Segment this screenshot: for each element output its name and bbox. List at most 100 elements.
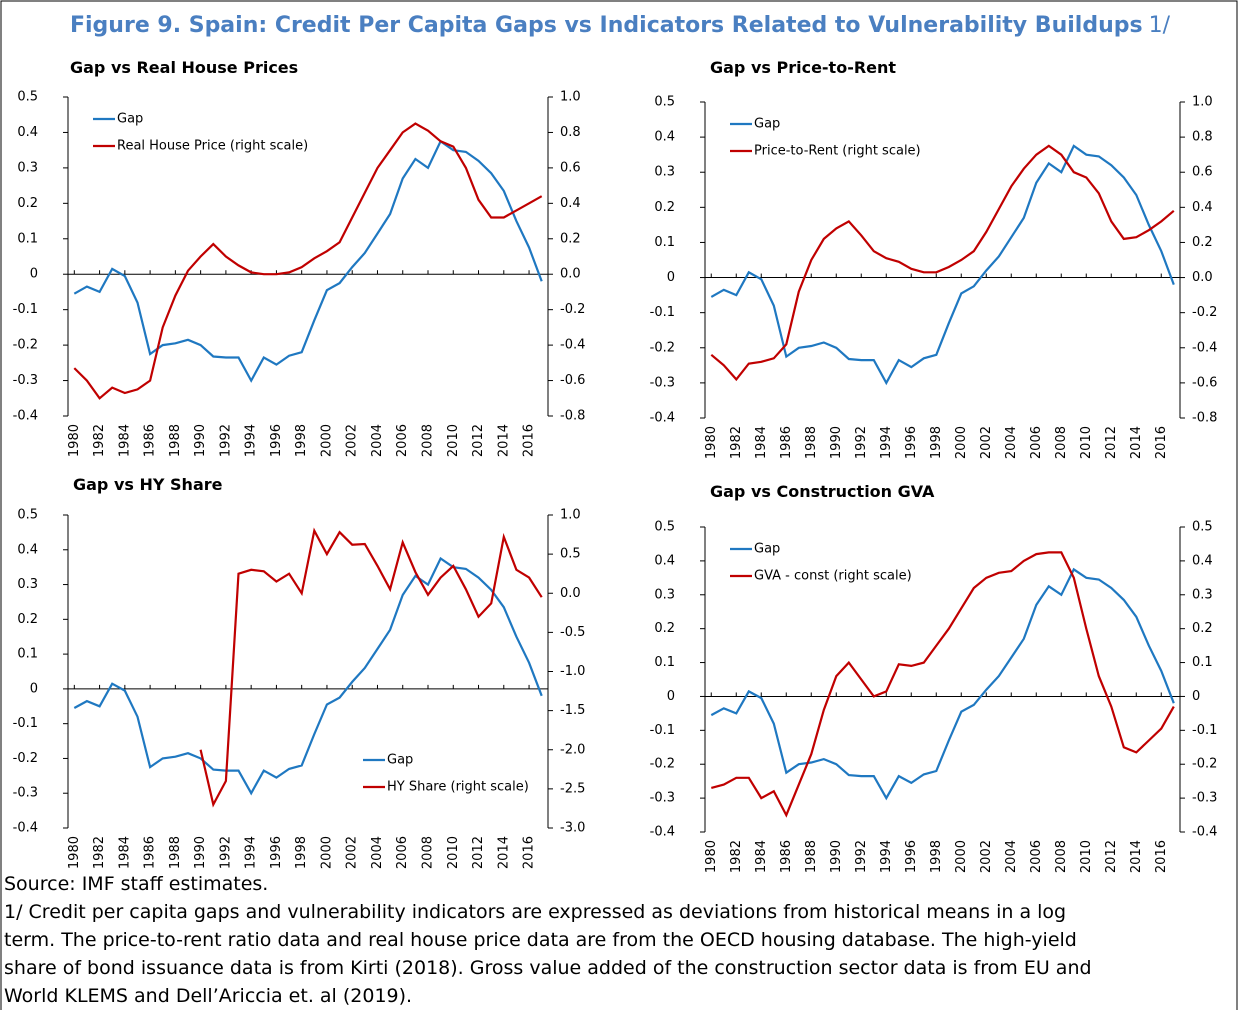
chart-title: Gap vs HY Share: [73, 475, 223, 494]
y-tick-label: -0.2: [650, 757, 675, 772]
y2-tick-label: -0.4: [1192, 825, 1217, 840]
x-tick-label: 1982: [92, 836, 107, 869]
series-line: [710, 567, 1175, 801]
x-tick-label: 2016: [522, 424, 537, 457]
x-tick-label: 1992: [854, 426, 869, 459]
x-tick-label: 2002: [345, 424, 360, 457]
x-tick-label: 2008: [421, 424, 436, 457]
x-tick-label: 1988: [804, 426, 819, 459]
x-tick-label: 2006: [1029, 426, 1044, 459]
y2-tick-label: 0.2: [1192, 235, 1213, 250]
x-tick-label: 1992: [218, 836, 233, 869]
x-tick-label: 2006: [395, 836, 410, 869]
x-tick-label: 2016: [522, 836, 537, 869]
y-tick-label: -0.1: [13, 302, 38, 317]
legend-label: Price-to-Rent (right scale): [754, 144, 921, 159]
x-tick-label: 2004: [1004, 426, 1019, 459]
x-tick-label: 2010: [1079, 840, 1094, 873]
series-line: [73, 122, 543, 400]
x-tick-label: 1986: [143, 836, 158, 869]
y-tick-label: 0.4: [17, 542, 38, 557]
x-tick-label: 1980: [704, 840, 719, 873]
legend-label: Gap: [754, 117, 780, 132]
x-tick-label: 2016: [1154, 840, 1169, 873]
x-tick-label: 2010: [446, 836, 461, 869]
note-line: World KLEMS and Dell’Ariccia et. al (201…: [4, 985, 412, 1007]
legend-label: HY Share (right scale): [387, 780, 529, 795]
y2-tick-label: -0.8: [560, 409, 585, 424]
x-tick-label: 1982: [729, 426, 744, 459]
y2-tick-label: 0.0: [560, 267, 581, 282]
x-tick-label: 1992: [854, 840, 869, 873]
y-tick-label: 0: [667, 689, 675, 704]
chart-title: Gap vs Construction GVA: [710, 482, 935, 501]
x-tick-label: 1994: [244, 836, 259, 869]
x-tick-label: 2012: [471, 836, 486, 869]
series-line: [73, 556, 543, 796]
y-tick-label: 0.1: [17, 647, 38, 662]
x-tick-label: 2000: [319, 424, 334, 457]
y-tick-label: -0.4: [650, 825, 675, 840]
y2-tick-label: 1.0: [560, 508, 581, 523]
x-tick-label: 2012: [1104, 426, 1119, 459]
x-tick-label: 1986: [143, 424, 158, 457]
y-tick-label: -0.4: [650, 411, 675, 426]
y2-tick-label: 0: [1192, 689, 1200, 704]
y-tick-label: -0.4: [13, 409, 38, 424]
x-tick-label: 2000: [954, 840, 969, 873]
y-tick-label: 0: [667, 270, 675, 285]
y-tick-label: -0.1: [13, 716, 38, 731]
y-tick-label: 0.3: [654, 165, 675, 180]
x-tick-label: 1998: [294, 836, 309, 869]
chart-title: Gap vs Price-to-Rent: [710, 58, 896, 77]
x-tick-label: 1982: [729, 840, 744, 873]
y2-tick-label: -1.5: [560, 703, 585, 718]
note-line: 1/ Credit per capita gaps and vulnerabil…: [4, 901, 1066, 923]
y2-tick-label: 0.2: [560, 231, 581, 246]
y2-tick-label: 0.2: [1192, 621, 1213, 636]
series-line: [710, 144, 1175, 382]
y-tick-label: -0.2: [13, 338, 38, 353]
x-tick-label: 1984: [117, 836, 132, 869]
y2-tick-label: -0.6: [1192, 375, 1217, 390]
y2-tick-label: 0.5: [560, 547, 581, 562]
x-tick-label: 1994: [879, 426, 894, 459]
y2-tick-label: 0.5: [1192, 520, 1213, 535]
x-tick-label: 1990: [193, 836, 208, 869]
x-tick-label: 2012: [1104, 840, 1119, 873]
y2-tick-label: -0.2: [1192, 757, 1217, 772]
x-tick-label: 1996: [904, 426, 919, 459]
y-tick-label: -0.1: [650, 723, 675, 738]
y2-tick-label: 0.1: [1192, 655, 1213, 670]
note-line: term. The price-to-rent ratio data and r…: [4, 929, 1077, 951]
figure-title-suffix: 1/: [1149, 13, 1171, 38]
y-tick-label: 0.5: [17, 508, 38, 523]
x-tick-label: 2004: [370, 836, 385, 869]
y2-tick-label: 0.8: [1192, 130, 1213, 145]
y2-tick-label: -0.5: [560, 625, 585, 640]
x-tick-label: 1996: [269, 836, 284, 869]
x-tick-label: 2006: [1029, 840, 1044, 873]
legend-label: GVA - const (right scale): [754, 569, 912, 584]
legend-label: Gap: [117, 112, 143, 127]
y2-tick-label: 0.4: [1192, 200, 1213, 215]
y-tick-label: -0.3: [650, 791, 675, 806]
y-tick-label: -0.3: [13, 373, 38, 388]
x-tick-label: 1990: [193, 424, 208, 457]
series-line: [73, 139, 543, 383]
y2-tick-label: 0.4: [560, 196, 581, 211]
x-tick-label: 2010: [446, 424, 461, 457]
y-tick-label: 0.2: [654, 621, 675, 636]
y2-tick-label: 0.0: [1192, 270, 1213, 285]
y-tick-label: 0.4: [17, 125, 38, 140]
x-tick-label: 1990: [829, 426, 844, 459]
x-tick-label: 1992: [218, 424, 233, 457]
x-tick-label: 2014: [496, 836, 511, 869]
y2-tick-label: -0.6: [560, 373, 585, 388]
x-tick-label: 2014: [496, 424, 511, 457]
x-tick-label: 1980: [704, 426, 719, 459]
x-tick-label: 2010: [1079, 426, 1094, 459]
y2-tick-label: 1.0: [1192, 95, 1213, 110]
